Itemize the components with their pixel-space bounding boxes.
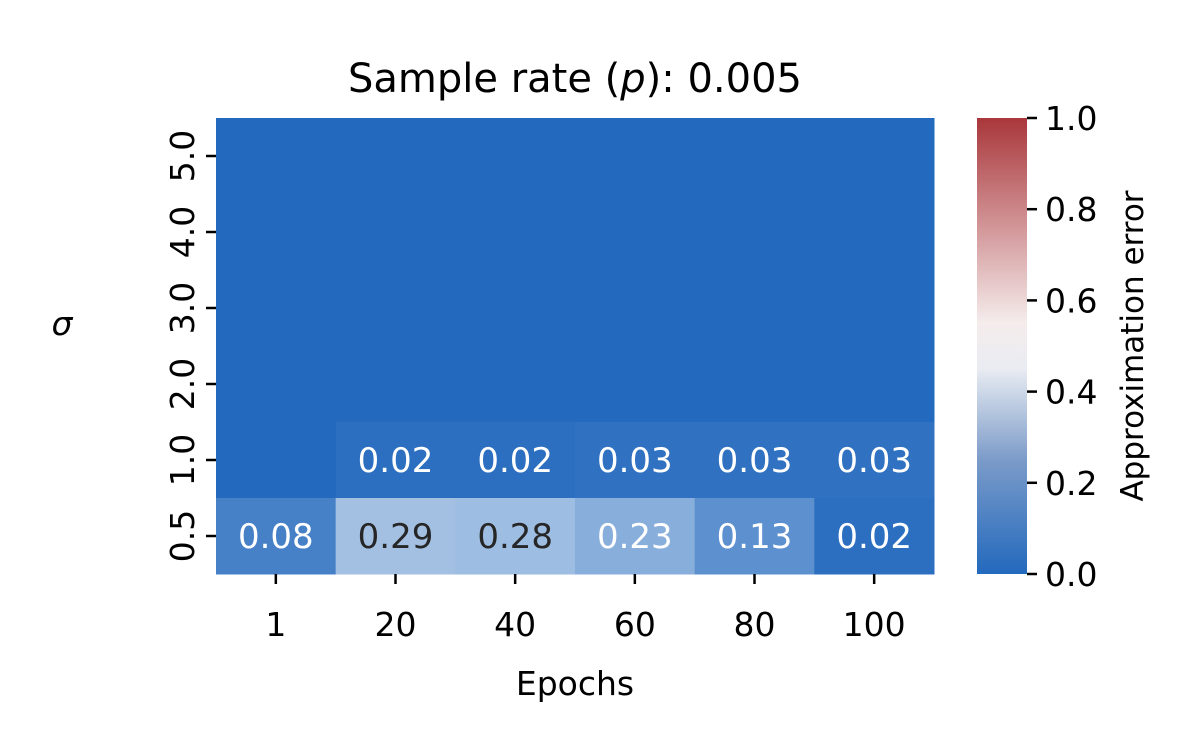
y-axis-label: σ — [52, 304, 74, 343]
heatmap-cell — [335, 194, 456, 271]
heatmap-cell — [694, 422, 815, 499]
x-axis: 1 20 40 60 80 100 — [265, 574, 906, 644]
x-axis-label: Epochs — [516, 664, 634, 703]
heatmap-cell — [814, 118, 935, 195]
heatmap-cell — [575, 346, 696, 423]
colorbar-tick-label: 1.0 — [1045, 99, 1097, 138]
y-tick-label: 5.0 — [163, 130, 202, 182]
colorbar: Approximation error 0.0 0.2 0.4 0.6 0.8 1.0 — [977, 99, 1151, 594]
heatmap-cell — [694, 498, 815, 575]
cell-annotation: 0.29 — [358, 517, 434, 557]
cell-annotation: 0.02 — [836, 517, 912, 557]
heatmap-cell — [455, 346, 576, 423]
heatmap-cell — [455, 194, 576, 271]
heatmap-cell — [575, 422, 696, 499]
heatmap-cell — [814, 498, 935, 575]
heatmap-cell — [455, 270, 576, 347]
cell-annotation: 0.02 — [477, 441, 553, 481]
heatmap-cell — [216, 270, 337, 347]
cell-annotation: 0.13 — [717, 517, 793, 557]
cell-annotation: 0.02 — [358, 441, 434, 481]
y-tick-label: 1.0 — [163, 434, 202, 486]
heatmap-cell — [216, 346, 337, 423]
y-tick-label: 3.0 — [163, 282, 202, 334]
heatmap-cell — [814, 346, 935, 423]
heatmap-cell — [575, 270, 696, 347]
heatmap-cell — [694, 194, 815, 271]
heatmap-cell — [814, 270, 935, 347]
cell-annotation: 0.23 — [597, 517, 673, 557]
colorbar-tick-label: 0.0 — [1045, 555, 1097, 594]
heatmap-cell — [455, 498, 576, 575]
cell-annotation: 0.03 — [836, 441, 912, 481]
heatmap-cell — [216, 194, 337, 271]
cell-annotation: 0.03 — [597, 441, 673, 481]
cell-annotation: 0.08 — [238, 517, 314, 557]
x-tick-label: 40 — [494, 605, 536, 644]
x-tick-label: 80 — [734, 605, 776, 644]
cell-annotation: 0.03 — [717, 441, 793, 481]
heatmap-cells: 0.02 0.02 0.03 0.03 0.03 0.08 0.29 0.28 0.23 0.13… — [216, 118, 935, 575]
heatmap-cell — [216, 498, 337, 575]
y-axis: 5.0 4.0 3.0 2.0 1.0 0.5 — [163, 130, 216, 562]
x-tick-label: 20 — [375, 605, 417, 644]
cell-annotation: 0.28 — [477, 517, 553, 557]
x-tick-label: 1 — [265, 605, 286, 644]
heatmap-cell — [694, 118, 815, 195]
colorbar-gradient — [977, 118, 1027, 574]
x-tick-label: 60 — [614, 605, 656, 644]
heatmap-cell — [814, 194, 935, 271]
heatmap-cell — [575, 118, 696, 195]
x-tick-label: 100 — [843, 605, 906, 644]
heatmap-cell — [814, 422, 935, 499]
y-tick-label: 2.0 — [163, 358, 202, 410]
y-tick-label: 4.0 — [163, 206, 202, 258]
heatmap-cell — [216, 118, 337, 195]
heatmap-cell — [694, 270, 815, 347]
heatmap-cell — [694, 346, 815, 423]
colorbar-tick-label: 0.4 — [1045, 373, 1097, 412]
chart-title: Sample rate (p): 0.005 — [348, 56, 802, 102]
heatmap-cell — [335, 346, 456, 423]
colorbar-tick-label: 0.2 — [1045, 464, 1097, 503]
colorbar-tick-label: 0.8 — [1045, 190, 1097, 229]
y-tick-label: 0.5 — [163, 510, 202, 562]
heatmap-cell — [575, 194, 696, 271]
heatmap-cell — [216, 422, 337, 499]
heatmap-cell — [335, 118, 456, 195]
heatmap-cell — [335, 498, 456, 575]
heatmap-cell — [575, 498, 696, 575]
colorbar-tick-label: 0.6 — [1045, 281, 1097, 320]
heatmap-cell — [335, 422, 456, 499]
heatmap-cell — [455, 422, 576, 499]
heatmap-cell — [335, 270, 456, 347]
heatmap-cell — [455, 118, 576, 195]
colorbar-label: Approximation error — [1115, 190, 1151, 501]
